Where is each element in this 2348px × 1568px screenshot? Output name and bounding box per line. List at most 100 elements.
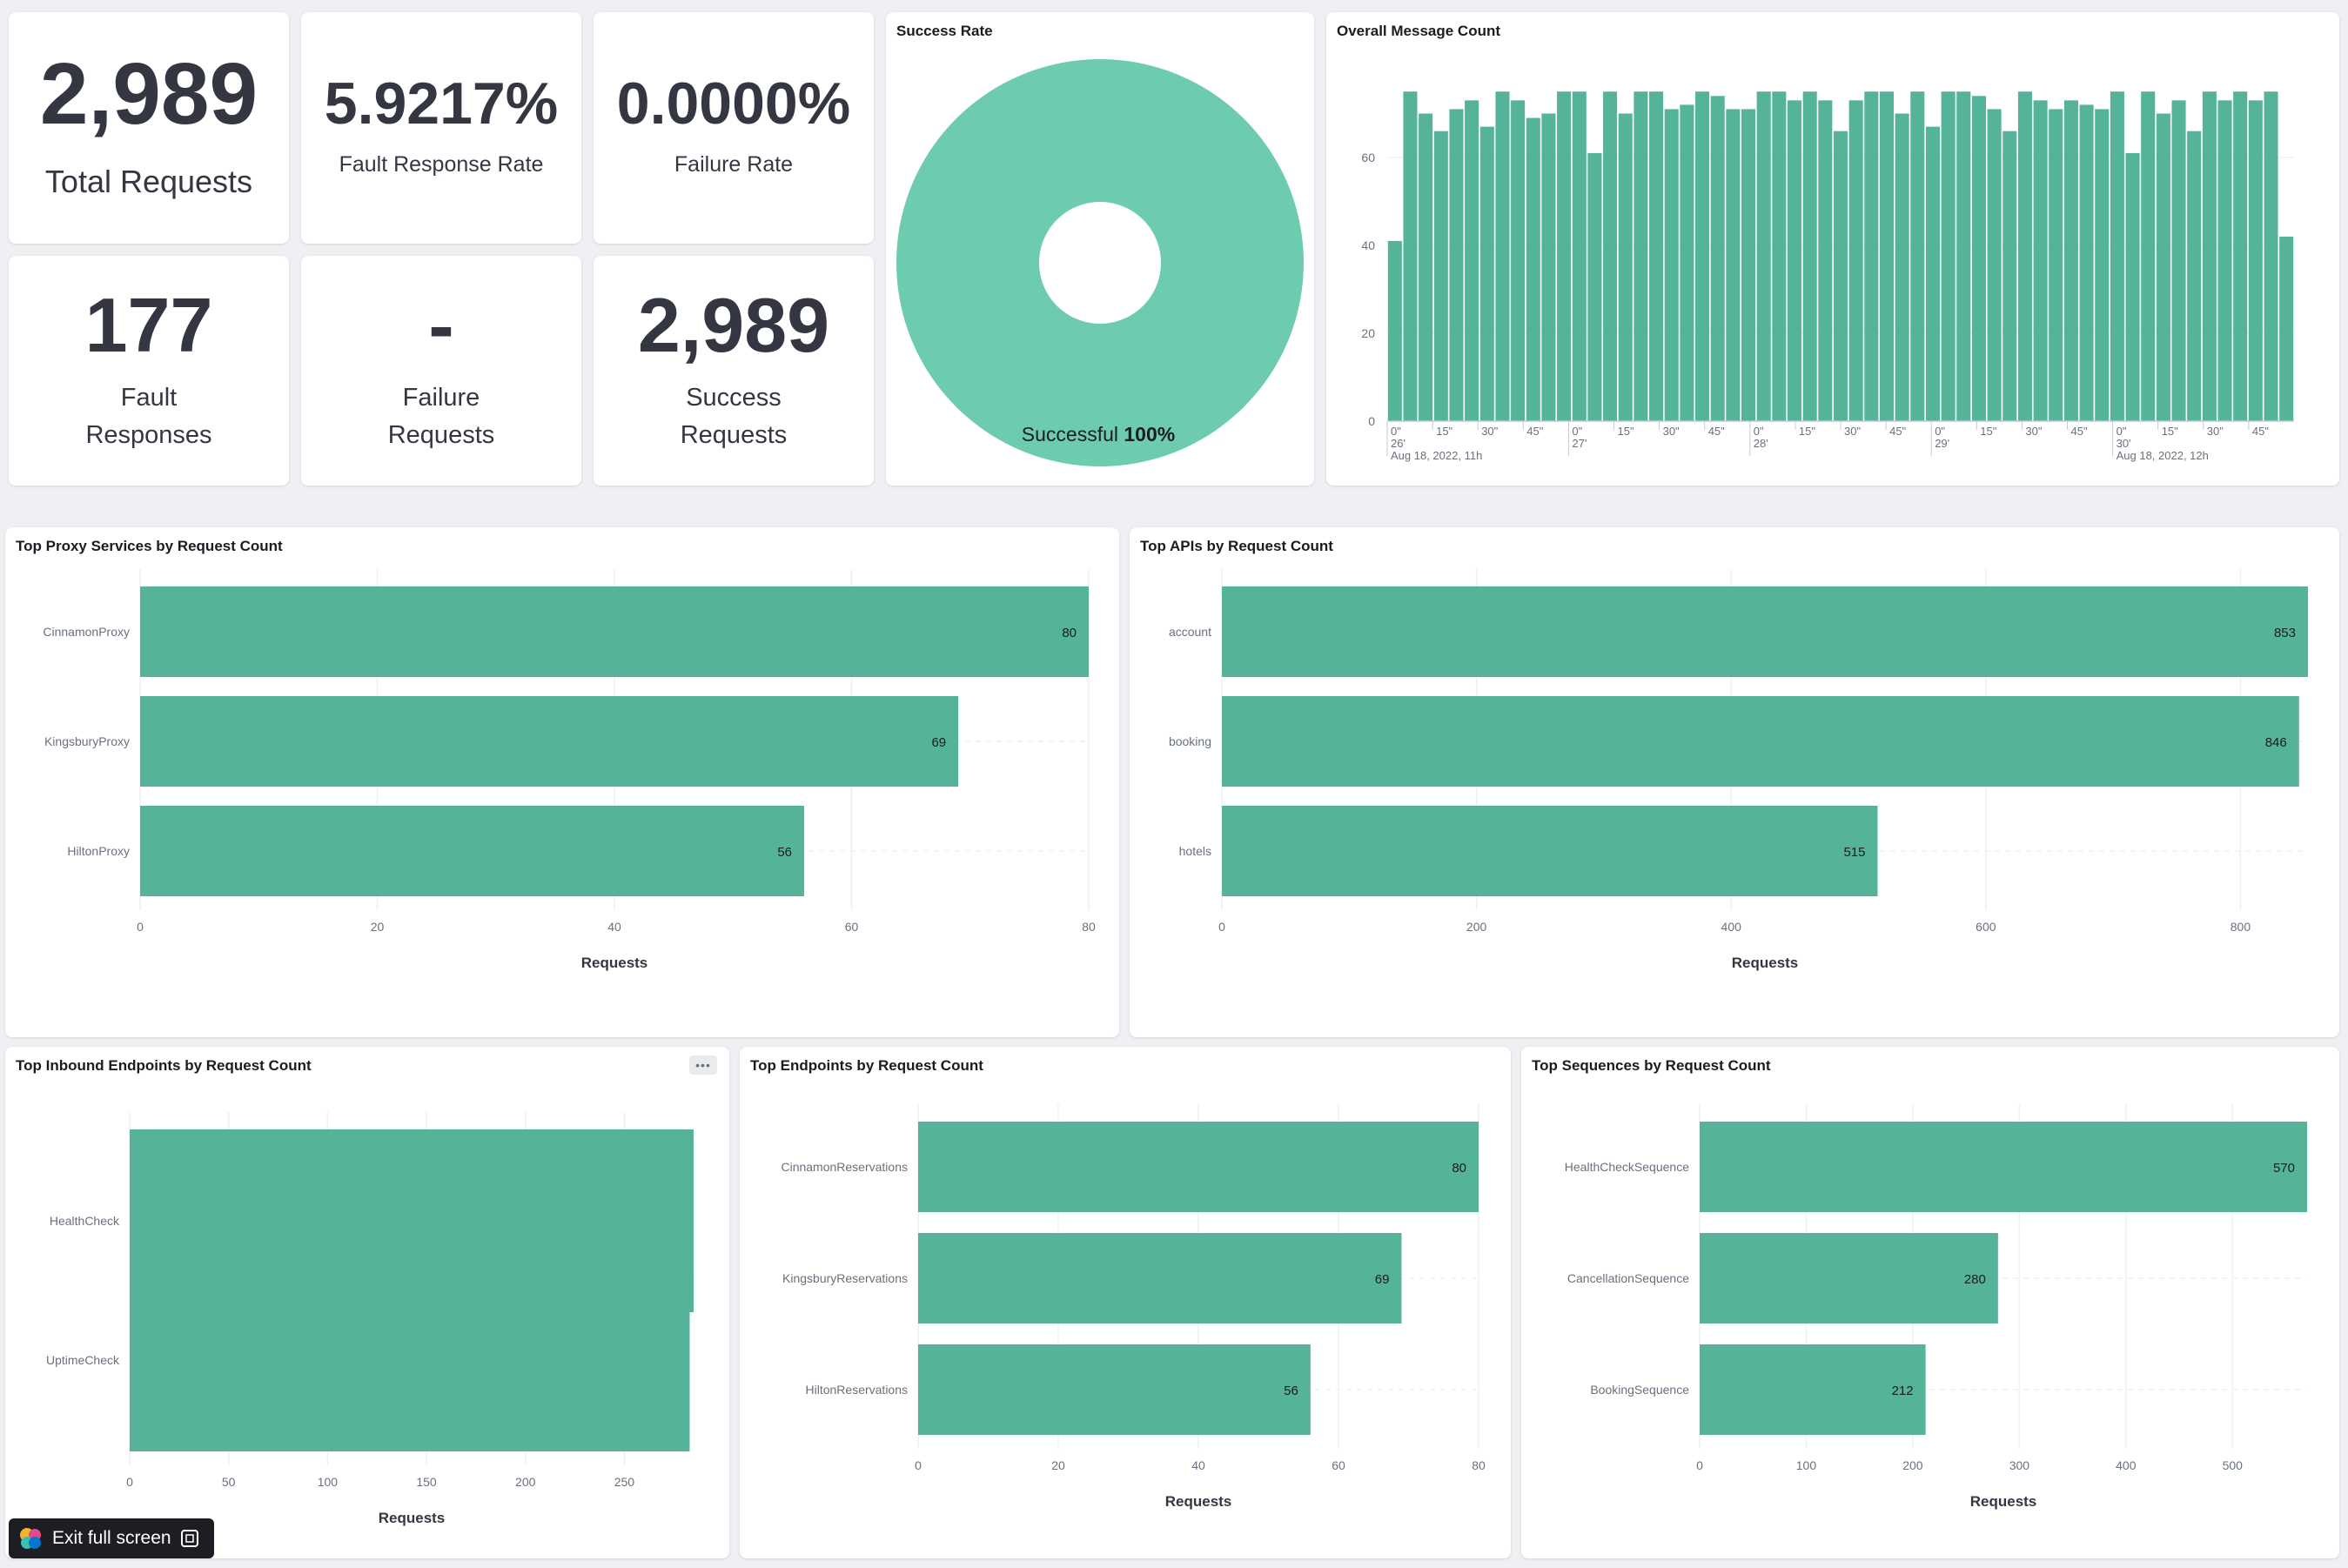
donut-label-value: 100%	[1124, 423, 1175, 446]
message-count-bar[interactable]	[1756, 91, 1771, 421]
message-count-bar[interactable]	[1618, 113, 1633, 422]
message-count-bar[interactable]	[1741, 109, 1756, 421]
message-count-bar[interactable]	[2003, 131, 2017, 421]
total-requests-card: 2,989 Total Requests	[9, 12, 289, 244]
x-tick-label: 40	[607, 920, 621, 934]
message-count-bar[interactable]	[1787, 100, 1802, 421]
message-count-bar[interactable]	[1910, 91, 1925, 421]
api-bar[interactable]	[1222, 806, 1878, 896]
message-count-bar[interactable]	[2033, 100, 2048, 421]
message-count-bar[interactable]	[1895, 113, 1909, 422]
api-bar[interactable]	[1222, 696, 2299, 787]
top-sequences-chart: 0 100 200 300 400 500 HealthCheckSequence 570 Ca…	[1565, 1104, 2307, 1510]
message-count-bar[interactable]	[1864, 91, 1879, 421]
message-count-bar[interactable]	[1557, 91, 1572, 421]
message-count-bar[interactable]	[2063, 100, 2078, 421]
message-count-bar[interactable]	[1465, 100, 1479, 421]
inbound-bar[interactable]	[130, 1269, 690, 1451]
message-count-bar[interactable]	[1695, 91, 1710, 421]
message-count-bar[interactable]	[1403, 91, 1418, 421]
message-count-bar[interactable]	[2279, 236, 2294, 421]
message-count-bar[interactable]	[1848, 100, 1863, 421]
message-count-bar[interactable]	[1634, 91, 1648, 421]
donut-slice-successful[interactable]	[896, 59, 1304, 466]
message-count-bar[interactable]	[1726, 109, 1741, 421]
message-count-bar[interactable]	[2202, 91, 2217, 421]
endpoint-bar[interactable]	[918, 1233, 1402, 1323]
message-count-bar[interactable]	[1802, 91, 1817, 421]
top-proxy-services-panel: Top Proxy Services by Request Count 0 20 4…	[5, 527, 1119, 1037]
success-rate-chart: Successful 100%	[896, 59, 1304, 466]
message-count-bar[interactable]	[1710, 96, 1725, 422]
message-count-bar[interactable]	[1495, 91, 1510, 421]
message-count-bar[interactable]	[1587, 152, 1602, 421]
x-tick-label: 45"	[2071, 425, 2088, 438]
top-apis-panel: Top APIs by Request Count 0 200 400 600 800 a…	[1130, 527, 2339, 1037]
top-apis-title: Top APIs by Request Count	[1140, 538, 1333, 554]
panel-options-button[interactable]: •••	[689, 1055, 717, 1075]
fault-responses-label-1: Fault	[120, 383, 178, 412]
message-count-bar[interactable]	[1649, 91, 1664, 421]
message-count-bar[interactable]	[1818, 100, 1833, 421]
message-count-bar[interactable]	[1879, 91, 1895, 421]
message-count-bar[interactable]	[2141, 91, 2156, 421]
exit-full-screen-button[interactable]: Exit full screen	[9, 1518, 214, 1558]
message-count-bar[interactable]	[1387, 240, 1402, 421]
success-requests-label-1: Success	[686, 383, 782, 412]
message-count-bar[interactable]	[2125, 152, 2140, 421]
endpoint-value-label: 80	[1452, 1161, 1466, 1176]
message-count-bar[interactable]	[1526, 117, 1540, 422]
message-count-bar[interactable]	[2017, 91, 2032, 421]
message-count-bar[interactable]	[1449, 109, 1464, 421]
x-tick-label: 15"	[1799, 425, 1815, 438]
y-tick-label: 0	[1368, 414, 1375, 428]
message-count-bar[interactable]	[1511, 100, 1526, 421]
message-count-bar[interactable]	[1971, 96, 1986, 422]
message-count-bar[interactable]	[2110, 91, 2124, 421]
message-count-bar[interactable]	[1541, 113, 1556, 422]
api-value-label: 846	[2265, 735, 2287, 750]
message-count-bar[interactable]	[2233, 91, 2248, 421]
message-count-bar[interactable]	[2264, 91, 2278, 421]
message-count-bar[interactable]	[1941, 91, 1956, 421]
proxy-bar[interactable]	[140, 586, 1089, 677]
x-tick-label: 30"	[1481, 425, 1498, 438]
message-count-bar[interactable]	[1479, 126, 1494, 421]
fullscreen-icon	[180, 1530, 198, 1547]
proxy-value-label: 56	[777, 845, 792, 860]
x-tick-label: 45"	[2252, 425, 2269, 438]
sequence-bar[interactable]	[1700, 1122, 2307, 1212]
sequence-bar[interactable]	[1700, 1233, 1998, 1323]
message-count-bar[interactable]	[2049, 109, 2063, 421]
endpoint-bar[interactable]	[918, 1122, 1479, 1212]
fault-response-rate-card: 5.9217% Fault Response Rate	[301, 12, 581, 244]
message-count-bar[interactable]	[1956, 91, 1971, 421]
message-count-bar[interactable]	[1603, 91, 1618, 421]
message-count-bar[interactable]	[2217, 100, 2232, 421]
api-bar[interactable]	[1222, 586, 2308, 677]
message-count-bar[interactable]	[1680, 104, 1694, 422]
message-count-bar[interactable]	[2187, 131, 2202, 421]
message-count-bar[interactable]	[1664, 109, 1679, 421]
message-count-bar[interactable]	[2171, 100, 2186, 421]
fault-response-rate-value: 5.9217%	[324, 70, 559, 137]
message-count-bar[interactable]	[1572, 91, 1587, 421]
endpoint-bar[interactable]	[918, 1344, 1311, 1435]
message-count-bar[interactable]	[1833, 131, 1848, 421]
message-count-bar[interactable]	[1433, 131, 1448, 421]
message-count-bar[interactable]	[1925, 126, 1940, 421]
message-count-bar[interactable]	[1419, 113, 1433, 422]
message-count-bar[interactable]	[2079, 104, 2094, 422]
sequence-bar[interactable]	[1700, 1344, 1926, 1435]
sequence-category-label: BookingSequence	[1590, 1383, 1689, 1397]
message-count-bar[interactable]	[2248, 100, 2263, 421]
message-count-bar[interactable]	[2095, 109, 2110, 421]
message-count-bar[interactable]	[2156, 113, 2170, 422]
fault-response-rate-label: Fault Response Rate	[339, 152, 544, 178]
message-count-bar[interactable]	[1772, 91, 1787, 421]
sequence-value-label: 212	[1892, 1384, 1914, 1398]
x-axis-title: Requests	[379, 1510, 446, 1526]
proxy-bar[interactable]	[140, 806, 804, 896]
message-count-bar[interactable]	[1987, 109, 2002, 421]
proxy-bar[interactable]	[140, 696, 959, 787]
